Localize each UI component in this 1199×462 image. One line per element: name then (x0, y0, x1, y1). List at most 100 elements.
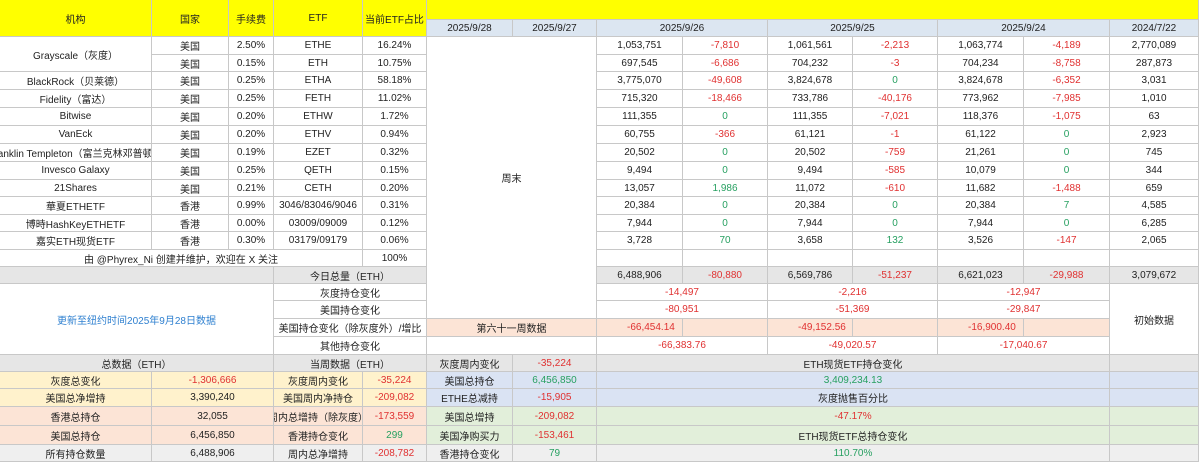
holding-change[interactable]: -6,686 (683, 55, 768, 72)
institution-name[interactable]: Franklin Templeton（富兰克林邓普顿） (0, 144, 152, 162)
country-cell[interactable]: 美国 (152, 90, 229, 108)
holding-change[interactable]: 132 (853, 232, 938, 250)
change-value[interactable]: -49,152.56 (768, 319, 853, 337)
holding-change[interactable]: 0 (853, 197, 938, 215)
holding-change[interactable]: 1,986 (683, 180, 768, 197)
today-total-value[interactable]: -80,880 (683, 267, 768, 284)
holding-change[interactable]: 0 (683, 144, 768, 162)
change-value[interactable]: -2,216 (768, 284, 938, 301)
country-cell[interactable]: 香港 (152, 197, 229, 215)
change-value[interactable]: -49,020.57 (768, 337, 938, 355)
etf-ticker[interactable]: FETH (274, 90, 363, 108)
holding-value[interactable]: 20,384 (597, 197, 683, 215)
etf-ticker[interactable]: ETHE (274, 37, 363, 55)
weekly-label[interactable]: 香港持仓变化 (274, 426, 363, 445)
totals-label[interactable]: 美国总持仓 (0, 426, 152, 445)
weekly-label[interactable]: 周内总增持（除灰度） (274, 407, 363, 426)
institution-name[interactable]: 21Shares (0, 180, 152, 197)
institution-name[interactable]: Grayscale（灰度） (0, 37, 152, 72)
change-label-other[interactable]: 其他持仓变化 (274, 337, 427, 355)
country-cell[interactable]: 美国 (152, 72, 229, 90)
weekly-label[interactable]: 灰度周内变化 (274, 372, 363, 389)
empty-cell[interactable] (1024, 319, 1110, 337)
change-value[interactable]: -66,454.14 (597, 319, 683, 337)
holding-change[interactable]: 0 (853, 72, 938, 90)
totals-label[interactable]: 所有持仓数量 (0, 445, 152, 462)
empty-cell[interactable] (683, 319, 768, 337)
summary-wide[interactable]: 3,409,234.13 (597, 372, 1110, 389)
country-cell[interactable]: 美国 (152, 55, 229, 72)
summary-value[interactable]: 6,456,850 (513, 372, 597, 389)
update-note[interactable]: 更新至纽约时间2025年9月28日数据 (0, 284, 274, 355)
holding-value[interactable]: 61,121 (768, 126, 853, 144)
holding-change[interactable]: 0 (1024, 215, 1110, 232)
fee-cell[interactable]: 0.25% (229, 72, 274, 90)
holding-value[interactable]: 20,502 (597, 144, 683, 162)
change-value[interactable]: -51,369 (768, 301, 938, 319)
holding-value[interactable]: 3,658 (768, 232, 853, 250)
holding-change[interactable]: 0 (683, 162, 768, 180)
fee-cell[interactable]: 0.25% (229, 90, 274, 108)
summary-label[interactable]: 灰度周内变化 (427, 355, 513, 372)
etf-share[interactable]: 10.75% (363, 55, 427, 72)
holding-value[interactable]: 11,072 (768, 180, 853, 197)
holding-value[interactable]: 2,065 (1110, 232, 1199, 250)
holding-value[interactable]: 287,873 (1110, 55, 1199, 72)
totals-value[interactable]: 32,055 (152, 407, 274, 426)
etf-share[interactable]: 11.02% (363, 90, 427, 108)
holding-value[interactable]: 3,526 (938, 232, 1024, 250)
summary-label[interactable]: 美国总持仓 (427, 372, 513, 389)
fee-cell[interactable]: 0.00% (229, 215, 274, 232)
summary-value[interactable]: 79 (513, 445, 597, 462)
holding-value[interactable]: 13,057 (597, 180, 683, 197)
holding-value[interactable]: 7,944 (768, 215, 853, 232)
holding-change[interactable]: 7 (1024, 197, 1110, 215)
totals-value[interactable]: 6,488,906 (152, 445, 274, 462)
header-share[interactable]: 当前ETF占比 (363, 0, 427, 37)
summary-wide[interactable]: ETH现货ETF持仓变化 (597, 355, 1110, 372)
empty-cell[interactable] (1110, 355, 1199, 372)
holding-value[interactable]: 20,384 (938, 197, 1024, 215)
holding-value[interactable]: 3,031 (1110, 72, 1199, 90)
institution-name[interactable]: BlackRock（贝莱德） (0, 72, 152, 90)
empty-cell[interactable] (427, 337, 597, 355)
holding-change[interactable]: -6,352 (1024, 72, 1110, 90)
etf-ticker[interactable]: 03009/09009 (274, 215, 363, 232)
totals-value[interactable]: -1,306,666 (152, 372, 274, 389)
holding-value[interactable]: 3,824,678 (938, 72, 1024, 90)
etf-share[interactable]: 58.18% (363, 72, 427, 90)
holding-value[interactable]: 21,261 (938, 144, 1024, 162)
change-label-us_ex_gray[interactable]: 美国持仓变化（除灰度外）/增比 (274, 319, 427, 337)
country-cell[interactable]: 美国 (152, 108, 229, 126)
date-header[interactable]: 2024/7/22 (1110, 20, 1199, 37)
change-label-us[interactable]: 美国持仓变化 (274, 301, 427, 319)
holding-change[interactable]: 0 (853, 215, 938, 232)
etf-share[interactable]: 0.06% (363, 232, 427, 250)
etf-share[interactable]: 0.20% (363, 180, 427, 197)
today-total-value[interactable]: 3,079,672 (1110, 267, 1199, 284)
header-institution[interactable]: 机构 (0, 0, 152, 37)
etf-ticker[interactable]: CETH (274, 180, 363, 197)
holding-value[interactable]: 9,494 (768, 162, 853, 180)
empty-cell[interactable] (853, 319, 938, 337)
holding-value[interactable]: 1,053,751 (597, 37, 683, 55)
summary-wide[interactable]: -47.17% (597, 407, 1110, 426)
today-total-value[interactable]: 6,488,906 (597, 267, 683, 284)
holding-change[interactable]: -759 (853, 144, 938, 162)
holding-change[interactable]: 0 (1024, 162, 1110, 180)
today-total-value[interactable]: -51,237 (853, 267, 938, 284)
holding-value[interactable]: 3,728 (597, 232, 683, 250)
date-header[interactable]: 2025/9/25 (768, 20, 938, 37)
date-header[interactable]: 2025/9/26 (597, 20, 768, 37)
etf-ticker[interactable]: 3046/83046/9046 (274, 197, 363, 215)
today-total-value[interactable]: -29,988 (1024, 267, 1110, 284)
etf-ticker[interactable]: ETHW (274, 108, 363, 126)
fee-cell[interactable]: 0.21% (229, 180, 274, 197)
summary-label[interactable]: ETHE总减持 (427, 389, 513, 407)
header-etf[interactable]: ETF (274, 0, 363, 37)
holding-change[interactable]: -3 (853, 55, 938, 72)
summary-value[interactable]: -15,905 (513, 389, 597, 407)
credit-text[interactable]: 由 @Phyrex_Ni 创建并维护，欢迎在 X 关注 (0, 250, 363, 267)
holding-value[interactable]: 1,061,561 (768, 37, 853, 55)
holding-change[interactable]: -8,758 (1024, 55, 1110, 72)
